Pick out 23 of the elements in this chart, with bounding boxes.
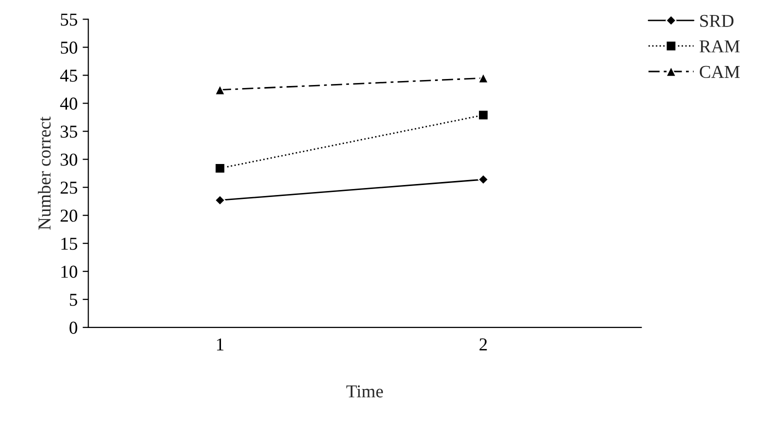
- y-tick-label: 15: [61, 238, 78, 250]
- y-tick-label: 30: [60, 154, 78, 166]
- y-tick-label: 50: [60, 42, 78, 54]
- point: [478, 174, 489, 185]
- y-tick-label: 35: [60, 126, 78, 138]
- y-tick-label: 45: [60, 70, 78, 82]
- y-tick-label: 20: [60, 210, 78, 222]
- point: [214, 194, 226, 206]
- y-axis-title: Number correct: [38, 116, 51, 230]
- y-tick-label: 40: [60, 98, 78, 110]
- legend-label: SRD: [700, 14, 734, 27]
- legend-label: RAM: [700, 40, 740, 52]
- point: [478, 110, 489, 120]
- y-tick-label: 55: [60, 14, 78, 26]
- x-axis-title: Time: [346, 385, 383, 398]
- y-tick-label: 10: [61, 266, 78, 278]
- y-tick-label: 5: [70, 294, 78, 306]
- x-tick-label: 1: [217, 338, 224, 350]
- point: [214, 162, 226, 174]
- y-tick-label: 0: [70, 322, 78, 334]
- legend-label: CAM: [700, 66, 740, 78]
- x-tick-label: 2: [480, 338, 487, 350]
- y-tick-label: 25: [60, 182, 78, 194]
